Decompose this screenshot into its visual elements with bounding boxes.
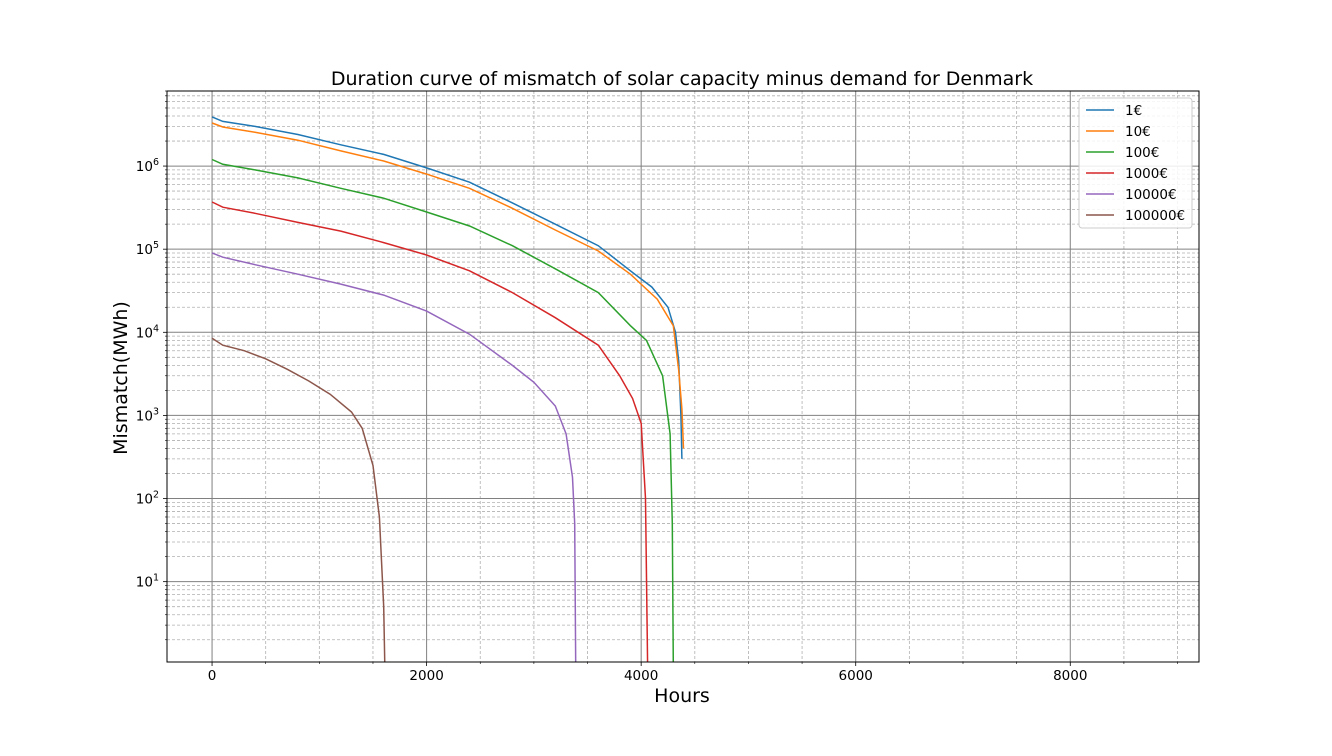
legend-label: 1€: [1125, 103, 1142, 119]
legend-label: 100000€: [1125, 208, 1185, 224]
x-axis-label: Hours: [654, 685, 710, 707]
y-tick-label: 102: [136, 490, 159, 508]
x-tick-label: 4000: [624, 668, 658, 684]
minor-grid: [167, 90, 1199, 662]
x-tick-label: 6000: [839, 668, 873, 684]
series-line-1: [211, 122, 685, 449]
plot-frame: [166, 90, 1200, 663]
y-tick-label: 104: [136, 323, 159, 341]
y-axis-label: Mismatch(MWh): [110, 301, 132, 455]
series-line-5: [211, 337, 386, 662]
y-tick-label: 105: [136, 240, 159, 258]
series-line-3: [211, 201, 649, 662]
series-lines: [211, 116, 685, 662]
series-line-4: [211, 252, 577, 662]
legend: 1€ 10€ 100€ 1000€ 10000€ 100000€: [1078, 97, 1193, 229]
series-line-2: [211, 158, 675, 662]
x-tick-label: 0: [208, 668, 217, 684]
legend-label: 100€: [1125, 145, 1159, 161]
legend-label: 1000€: [1125, 166, 1168, 182]
major-grid: [167, 91, 1199, 662]
legend-label: 10€: [1125, 124, 1151, 140]
x-tick-label: 8000: [1053, 668, 1087, 684]
y-tick-label: 101: [136, 573, 159, 591]
chart-title: Duration curve of mismatch of solar capa…: [331, 68, 1033, 90]
axis-ticks: 0 2000 4000 6000 8000 101 102 103 104 105 106: [136, 90, 1178, 684]
series-line-0: [211, 116, 683, 459]
y-tick-label: 103: [136, 406, 159, 424]
x-tick-label: 2000: [409, 668, 443, 684]
y-tick-label: 106: [136, 157, 159, 175]
legend-label: 10000€: [1125, 187, 1177, 203]
